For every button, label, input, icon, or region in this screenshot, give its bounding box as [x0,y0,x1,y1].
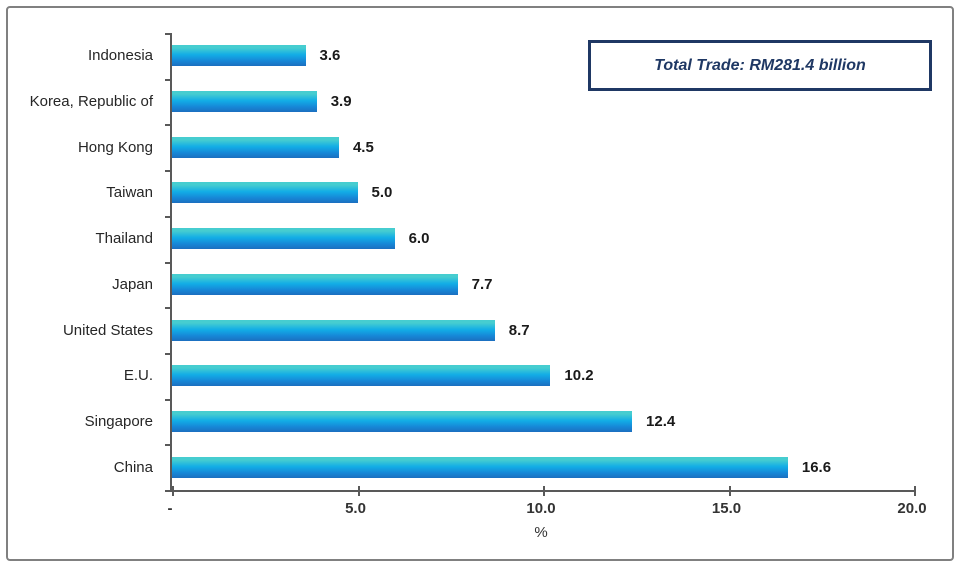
value-label: 16.6 [801,458,832,476]
bar [172,91,317,113]
category-label: Singapore [84,412,153,430]
value-label: 10.2 [564,367,594,385]
total-trade-annotation-text: Total Trade: RM281.4 billion [654,56,866,74]
value-label: 3.9 [330,93,352,111]
x-axis-tick-label: 15.0 [711,500,742,517]
bar-row: 3.6 [172,33,914,79]
bar-row: 3.9 [172,79,914,125]
x-axis-tick-label: 10.0 [526,500,556,517]
bar-row: 8.7 [172,307,914,353]
bar-row: 5.0 [172,170,914,216]
category-label: Taiwan [106,184,153,202]
bar-rows: 3.6 3.9 4.5 5.0 6.0 7.7 8.7 10.2 12.4 16.6 [172,33,914,490]
value-label: 7.7 [471,275,493,293]
bar [172,456,788,478]
x-axis-tick-label: 20.0 [897,500,927,517]
category-label: United States [62,321,153,339]
value-label: 12.4 [646,412,676,430]
bar [172,410,633,432]
total-trade-annotation-box: Total Trade: RM281.4 billion [588,40,932,91]
x-axis-tick-labels: - 5.0 10.0 15.0 20.0 [167,500,927,520]
bar-row: 10.2 [172,353,914,399]
category-label: Korea, Republic of [29,93,153,111]
bar-row: 16.6 [172,444,914,490]
category-axis-labels: Indonesia Korea, Republic of Hong Kong Taiw… [10,33,162,490]
value-label: 3.6 [319,47,341,65]
x-axis-tick-label: 5.0 [345,500,366,517]
category-label: China [113,458,153,476]
bar-row: 4.5 [172,124,914,170]
bar [172,365,551,387]
bar-row: 6.0 [172,216,914,262]
value-label: 8.7 [508,321,530,339]
x-axis-tick-label: - [167,500,173,517]
category-label: Thailand [95,230,153,248]
x-axis-title: % [534,524,548,541]
value-label: 4.5 [352,138,374,156]
bar [172,228,395,250]
bar [172,45,306,67]
value-label: 6.0 [408,230,430,248]
bar-row: 12.4 [172,399,914,445]
bar [172,273,458,295]
bar [172,136,339,158]
bar [172,182,358,204]
bar [172,319,495,341]
value-label: 5.0 [371,184,393,202]
plot-area: 3.6 3.9 4.5 5.0 6.0 7.7 8.7 10.2 12.4 16.6 [165,33,916,496]
bar-row: 7.7 [172,262,914,308]
category-label: E.U. [123,367,153,385]
category-label: Indonesia [87,47,153,65]
category-label: Japan [112,275,153,293]
category-label: Hong Kong [77,138,153,156]
